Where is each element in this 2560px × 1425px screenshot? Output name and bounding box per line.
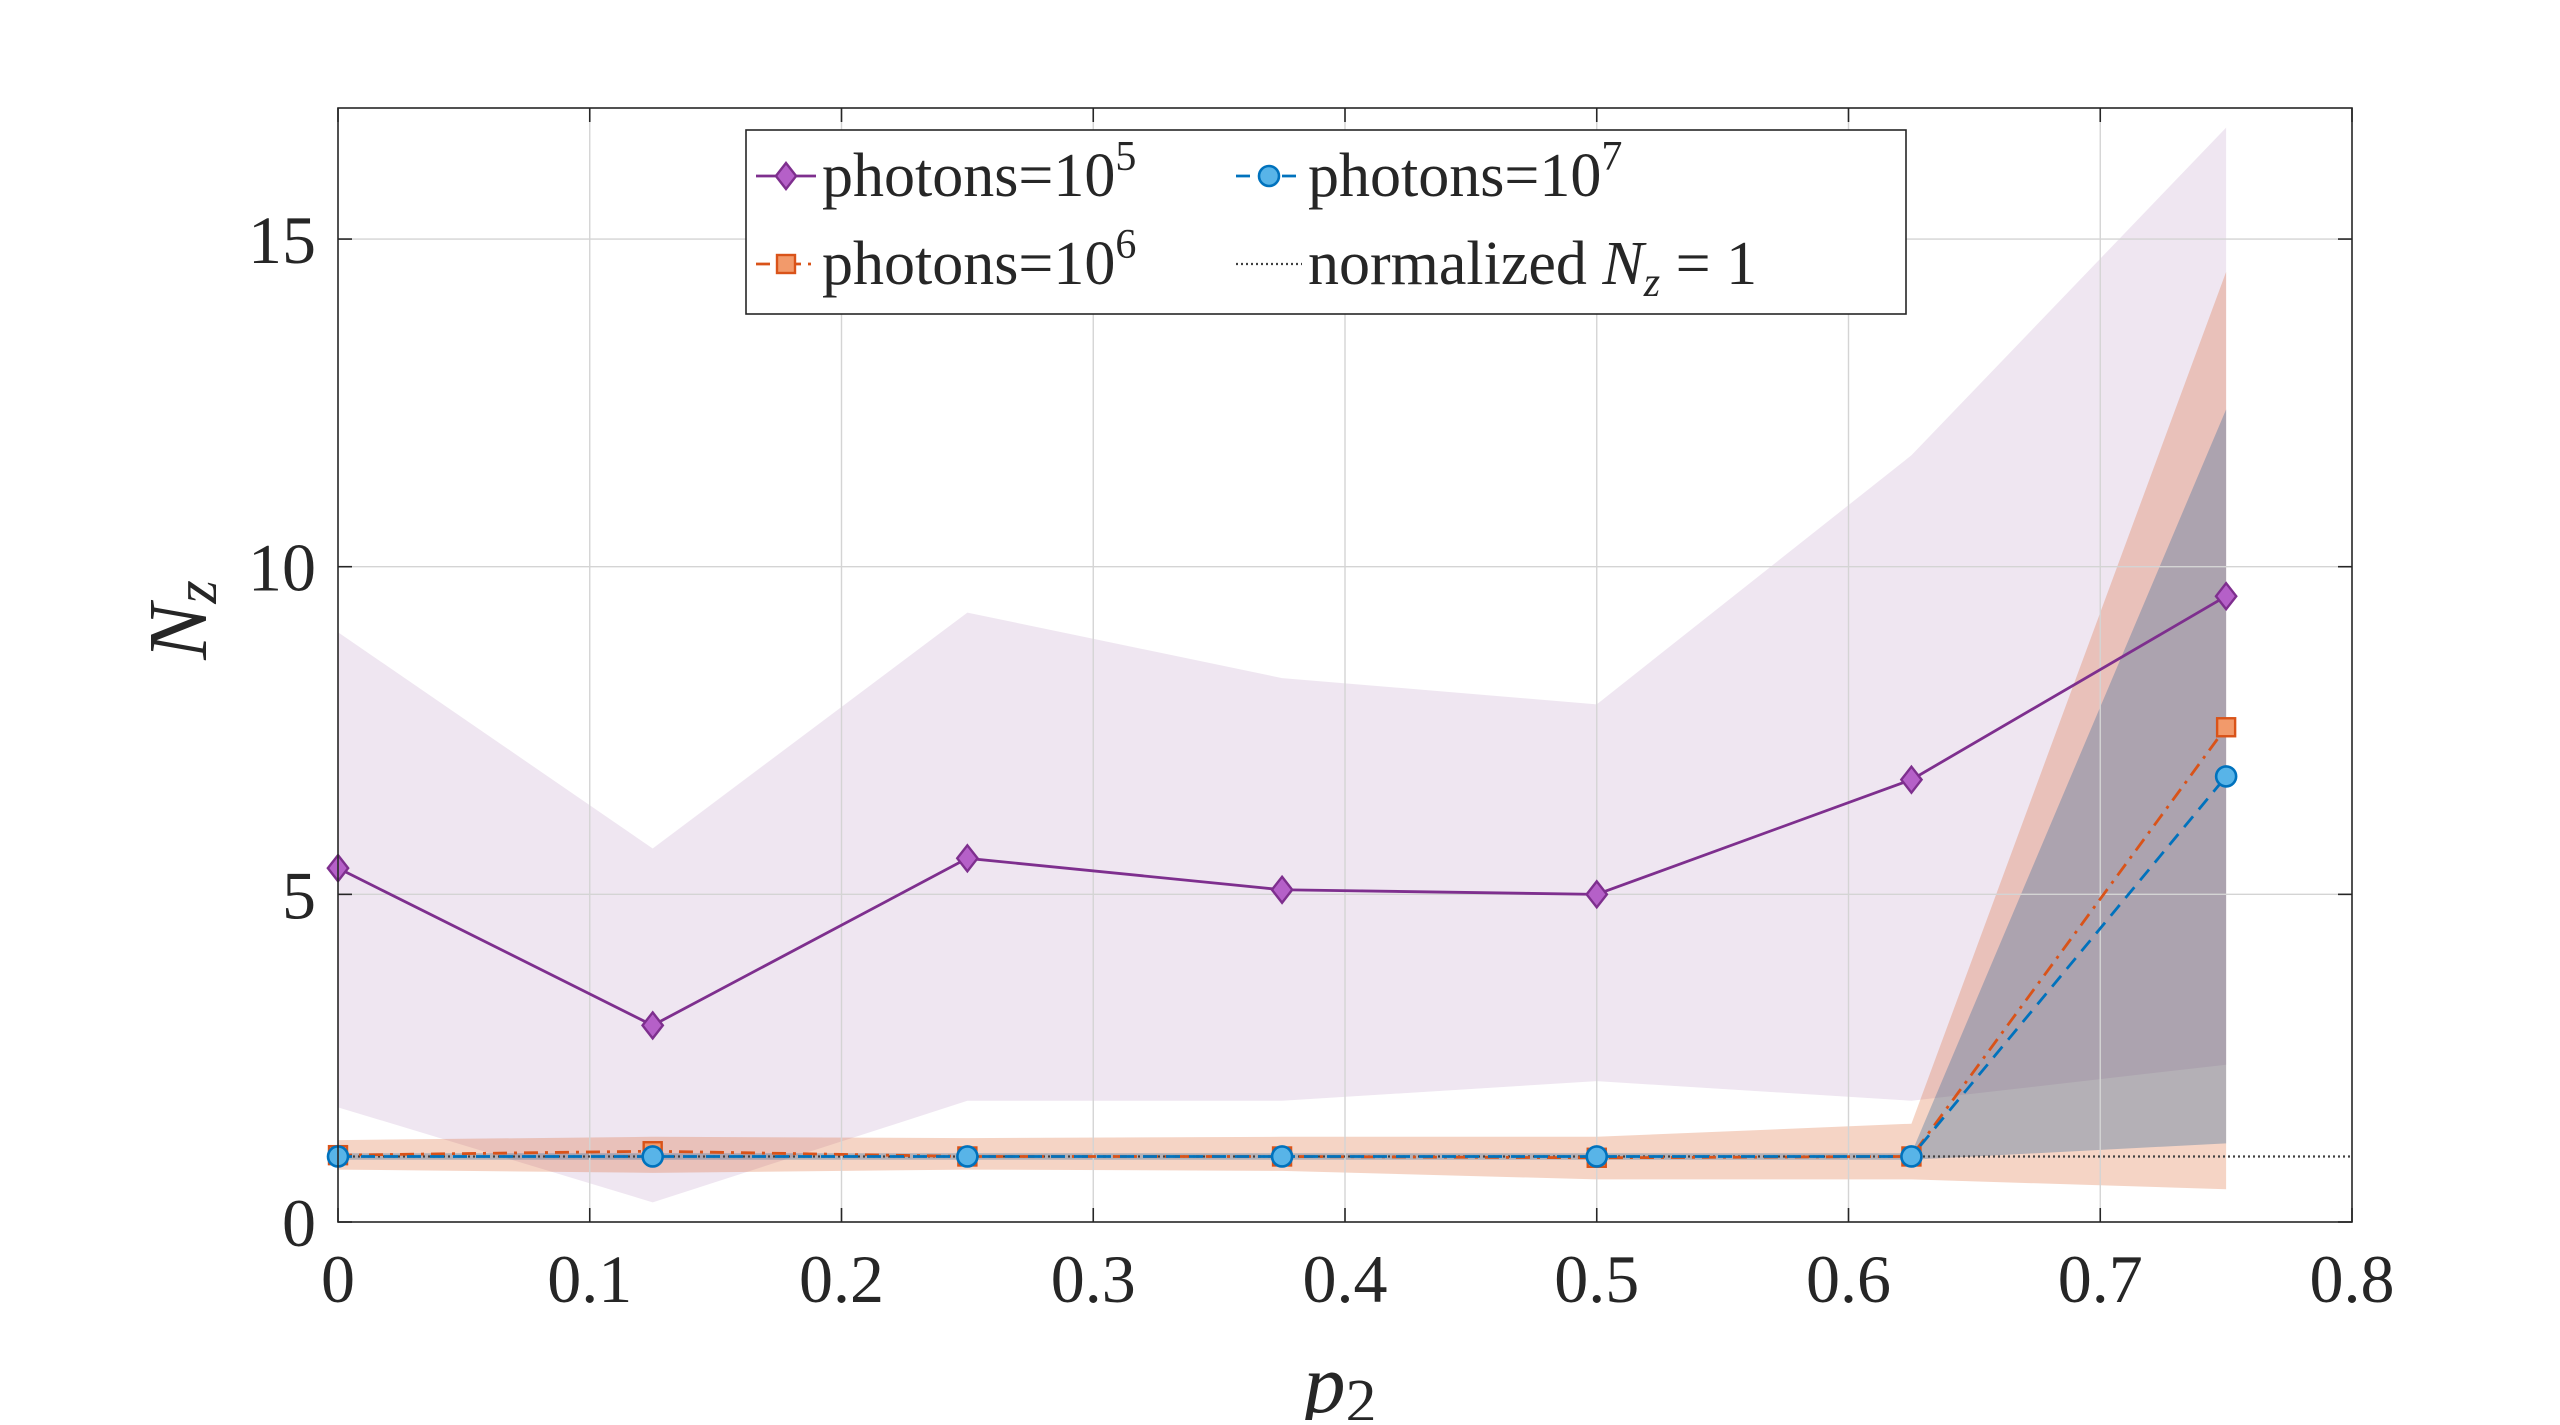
legend-box — [745, 129, 1907, 315]
axis-ticks: 0 0.1 0.2 0.3 0.4 0.5 0.6 0.7 0.8 0 5 10 15 — [248, 108, 2395, 1317]
x-tick-label: 0.6 — [1806, 1241, 1891, 1317]
y-tick-label: 5 — [282, 857, 316, 933]
band-series-1 — [338, 127, 2227, 1203]
legend-marker-sample — [774, 161, 798, 191]
x-tick-label: 0.4 — [1303, 1241, 1388, 1317]
y-tick-label: 0 — [282, 1185, 316, 1261]
data-point-series-3 — [956, 1145, 979, 1168]
data-point-series-1 — [2214, 581, 2238, 612]
y-tick-label: 15 — [248, 202, 316, 278]
data-point-series-1 — [641, 1010, 665, 1041]
data-point-series-1 — [1899, 764, 1924, 795]
x-tick-label: 0 — [321, 1241, 355, 1317]
x-axis-label: p2 — [1299, 1338, 1377, 1420]
x-tick-label: 0.5 — [1554, 1241, 1639, 1317]
x-tick-label: 0.7 — [2058, 1241, 2143, 1317]
legend-label-photons-1e5: photons=105 — [822, 134, 1136, 210]
data-point-series-1 — [1585, 879, 1609, 910]
y-axis-label-var: N — [132, 600, 225, 661]
data-point-series-1 — [955, 843, 980, 874]
data-point-series-3 — [641, 1145, 664, 1168]
y-axis-label: Nz — [132, 580, 229, 660]
x-tick-label: 0.3 — [1051, 1241, 1136, 1317]
legend: photons=105 photons=107 photons=106 norm… — [745, 129, 1907, 315]
legend-label-photons-1e7: photons=107 — [1308, 134, 1622, 210]
data-point-series-3 — [2214, 765, 2238, 788]
legend-label-photons-1e6: photons=106 — [822, 222, 1136, 298]
band-series-3 — [338, 409, 2227, 1160]
data-point-series-3 — [1900, 1145, 1923, 1168]
y-tick-label: 10 — [248, 530, 316, 606]
x-axis-label-sub: 2 — [1346, 1368, 1377, 1420]
legend-marker-sample — [775, 253, 797, 275]
x-tick-label: 0.8 — [2310, 1241, 2395, 1317]
confidence-bands — [338, 127, 2227, 1203]
x-axis-label-var: p — [1299, 1338, 1346, 1420]
y-axis-label-sub: z — [163, 580, 229, 604]
data-point-series-1 — [1270, 874, 1294, 905]
legend-marker-sample — [1257, 164, 1281, 188]
data-point-series-2 — [2215, 717, 2237, 738]
data-point-series-3 — [1270, 1145, 1294, 1168]
data-point-series-3 — [1585, 1145, 1609, 1168]
x-tick-label: 0.2 — [799, 1241, 884, 1317]
legend-label-normalized: normalized Nz = 1 — [1308, 230, 1757, 306]
x-tick-label: 0.1 — [547, 1241, 632, 1317]
band-series-2 — [338, 271, 2227, 1190]
legend-samples — [756, 161, 1302, 275]
